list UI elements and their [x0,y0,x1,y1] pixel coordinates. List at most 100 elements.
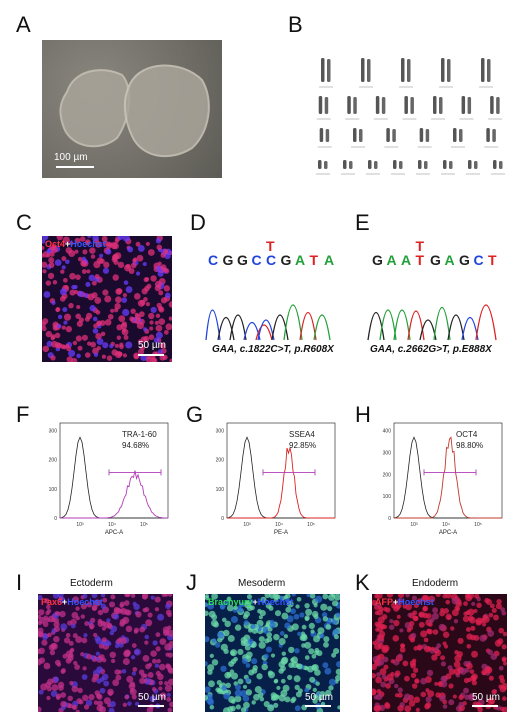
nucleus [145,302,150,307]
nucleus [159,638,167,645]
nucleus [266,636,273,643]
nucleus [144,640,149,645]
chromosome-pair [391,160,405,175]
flow-histogram-h: 0 100 200 300 400 10³ 10⁴ 10⁵ OCT4 98.80% APC-A [372,415,507,540]
nucleus [101,637,107,643]
nucleus [109,601,116,608]
nucleus [413,615,419,621]
nucleus [155,331,163,339]
nucleus [50,690,58,698]
nucleus [309,594,316,599]
nucleus [294,684,300,690]
nucleus [69,289,76,296]
ectoderm-stain: Pax6+Hoechst 50 µm [38,594,173,712]
stain-hoechst: Hoechst [398,597,434,607]
nucleus [38,594,43,601]
base-letter: G [237,252,248,268]
nucleus [452,694,457,699]
nucleus [245,663,251,668]
nucleus [166,692,171,697]
nucleus [372,688,377,696]
y-tick-label: 100 [216,487,225,493]
nucleus [157,673,164,681]
nucleus [82,249,88,255]
nucleus [205,660,208,667]
scale-label: 50 µm [472,692,500,703]
nucleus [258,636,265,643]
nucleus [133,293,141,300]
nucleus [48,257,55,264]
nucleus [281,612,289,620]
nucleus [65,343,70,349]
nucleus [404,705,412,712]
nucleus [127,701,132,706]
nucleus [46,253,51,258]
nucleus [45,280,52,286]
nucleus [208,610,216,618]
nucleus [480,617,486,623]
nucleus [313,603,318,608]
nucleus [66,356,73,362]
nucleus [471,680,478,686]
nucleus [463,611,468,616]
nucleus [474,594,480,599]
nucleus [225,682,231,689]
nucleus [299,634,306,641]
nucleus [167,652,173,658]
nucleus [122,308,130,317]
nucleus [324,667,332,675]
nucleus [107,313,114,320]
nucleus [117,351,123,357]
nucleus [42,236,49,241]
nucleus [158,663,166,671]
nucleus [158,318,166,325]
mutation-detail: , c.1822C>T, p.R608X [234,344,334,355]
nucleus [498,684,503,689]
nucleus [95,332,102,340]
nucleus [72,633,78,639]
nucleus [462,615,470,623]
nucleus [114,343,120,348]
nucleus [168,301,172,308]
nucleus [151,687,157,692]
chromosome-pair [484,128,499,148]
nucleus [163,329,169,335]
marker-label: TRA-1-60 [122,430,157,439]
plot-frame [226,422,336,519]
nucleus [399,628,404,633]
nucleus [100,331,106,337]
nucleus [103,261,110,269]
chromosome-pair [351,128,365,148]
nucleus [130,655,136,660]
nucleus [207,602,215,610]
nucleus [125,594,131,598]
nucleus [88,274,95,282]
nucleus [97,700,104,707]
nucleus [138,669,145,676]
nucleus [99,258,105,264]
nucleus [148,334,155,340]
nucleus [442,631,450,639]
nucleus [290,656,299,664]
nucleus [502,696,507,701]
nucleus [38,631,43,637]
x-tick-label: 10³ [243,522,251,528]
nucleus [74,249,79,254]
nucleus [207,669,213,675]
nucleus [99,706,106,712]
nucleus [48,262,55,268]
chromosome-pair [366,160,380,175]
nucleus [234,624,242,631]
nucleus [162,629,170,637]
nucleus [423,637,429,643]
panel-letter-c: C [16,210,32,235]
nucleus [247,638,254,645]
chromosome-pair [416,160,430,175]
nucleus [140,345,146,351]
nucleus [464,667,470,673]
nucleus [435,594,441,597]
nucleus [71,611,79,619]
nucleus [321,612,328,618]
nucleus [211,594,219,600]
nucleus [155,646,161,652]
